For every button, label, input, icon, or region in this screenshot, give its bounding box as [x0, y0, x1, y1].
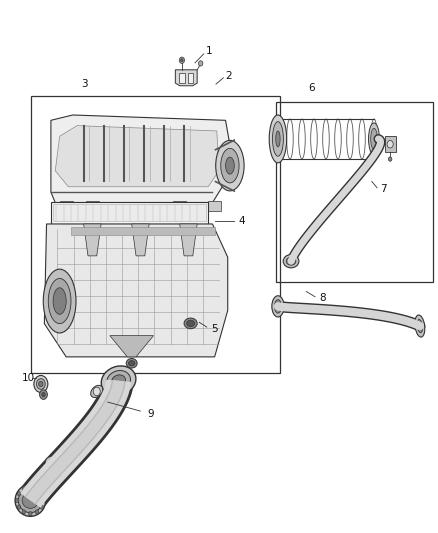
Circle shape — [180, 59, 183, 62]
Polygon shape — [385, 136, 396, 152]
Circle shape — [15, 498, 19, 503]
Ellipse shape — [371, 128, 377, 150]
Polygon shape — [51, 115, 230, 203]
Polygon shape — [55, 126, 219, 187]
Ellipse shape — [276, 131, 280, 147]
Circle shape — [387, 141, 393, 148]
Ellipse shape — [368, 123, 379, 155]
Polygon shape — [132, 224, 149, 256]
Ellipse shape — [226, 157, 234, 174]
Polygon shape — [110, 336, 153, 357]
Circle shape — [22, 487, 25, 491]
Ellipse shape — [286, 257, 296, 265]
Ellipse shape — [272, 296, 284, 317]
Ellipse shape — [43, 269, 76, 333]
Polygon shape — [175, 70, 197, 86]
Text: 2: 2 — [226, 71, 232, 81]
Ellipse shape — [272, 122, 283, 156]
Text: 4: 4 — [239, 216, 245, 227]
Ellipse shape — [275, 300, 282, 313]
Circle shape — [22, 510, 25, 514]
Ellipse shape — [15, 484, 46, 516]
Circle shape — [198, 61, 203, 66]
Ellipse shape — [101, 366, 136, 395]
Bar — [51, 201, 208, 224]
Ellipse shape — [269, 115, 287, 163]
Bar — [179, 73, 184, 83]
Bar — [71, 227, 215, 235]
Text: 6: 6 — [308, 83, 315, 93]
Ellipse shape — [18, 488, 42, 513]
Circle shape — [49, 458, 56, 466]
Text: 7: 7 — [381, 184, 387, 195]
Bar — [187, 73, 193, 83]
Ellipse shape — [107, 370, 131, 391]
Text: 10: 10 — [21, 373, 35, 383]
Ellipse shape — [283, 255, 299, 268]
Ellipse shape — [417, 319, 423, 333]
Polygon shape — [44, 224, 228, 357]
Circle shape — [42, 498, 45, 503]
Circle shape — [36, 378, 45, 389]
Circle shape — [34, 375, 48, 392]
Circle shape — [179, 57, 184, 63]
Circle shape — [40, 491, 43, 496]
Bar — [31, 96, 280, 373]
Bar — [86, 201, 99, 211]
Text: 3: 3 — [81, 79, 88, 89]
Circle shape — [35, 510, 39, 514]
Circle shape — [39, 381, 43, 386]
Ellipse shape — [221, 148, 239, 183]
Text: 5: 5 — [211, 324, 218, 334]
Bar — [53, 204, 206, 221]
Ellipse shape — [126, 359, 137, 368]
Bar — [208, 201, 221, 211]
Text: 8: 8 — [319, 293, 326, 303]
Circle shape — [35, 487, 39, 491]
Circle shape — [28, 512, 32, 516]
Polygon shape — [84, 224, 101, 256]
Ellipse shape — [216, 140, 244, 191]
Ellipse shape — [112, 375, 126, 387]
Circle shape — [28, 485, 32, 489]
Ellipse shape — [91, 385, 103, 398]
Circle shape — [39, 390, 47, 399]
Ellipse shape — [22, 492, 39, 508]
Ellipse shape — [415, 315, 425, 337]
Bar — [276, 102, 433, 282]
Circle shape — [389, 157, 392, 161]
Circle shape — [40, 505, 43, 509]
Bar — [60, 201, 73, 211]
Polygon shape — [180, 224, 197, 256]
Ellipse shape — [184, 318, 197, 329]
Ellipse shape — [53, 288, 66, 314]
Circle shape — [42, 392, 45, 397]
Ellipse shape — [45, 456, 59, 468]
Bar — [173, 201, 186, 211]
Ellipse shape — [187, 320, 194, 327]
Text: 9: 9 — [147, 409, 154, 419]
Ellipse shape — [48, 278, 71, 324]
Text: 1: 1 — [206, 46, 212, 56]
Circle shape — [93, 387, 100, 395]
Circle shape — [17, 505, 21, 509]
Circle shape — [17, 491, 21, 496]
Ellipse shape — [128, 361, 135, 366]
